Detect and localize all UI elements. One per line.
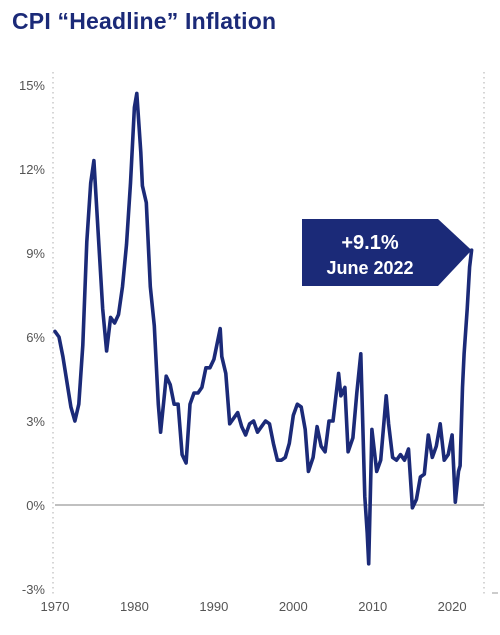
x-tick-label: 1990 <box>199 599 228 614</box>
y-tick-label: 6% <box>26 330 45 345</box>
callout-layer: +9.1% June 2022 <box>302 219 472 286</box>
x-tick-label: 2010 <box>358 599 387 614</box>
y-tick-label: 12% <box>19 162 45 177</box>
y-tick-label: -3% <box>22 582 46 597</box>
y-axis-ticks: 15% 12% 9% 6% 3% 0% -3% <box>19 78 45 597</box>
cpi-line <box>53 91 474 566</box>
y-tick-label: 3% <box>26 414 45 429</box>
x-tick-label: 1970 <box>41 599 70 614</box>
callout-date: June 2022 <box>326 258 413 278</box>
plot-frame <box>52 72 498 597</box>
y-tick-label: 0% <box>26 498 45 513</box>
chart-title: CPI “Headline” Inflation <box>12 8 277 34</box>
series-layer <box>53 91 474 566</box>
x-tick-label: 2020 <box>438 599 467 614</box>
x-axis-ticks: 1970 1980 1990 2000 2010 2020 <box>41 599 467 614</box>
callout-box <box>302 219 472 286</box>
x-tick-label: 2000 <box>279 599 308 614</box>
x-tick-label: 1980 <box>120 599 149 614</box>
callout-value: +9.1% <box>341 232 398 254</box>
y-tick-label: 15% <box>19 78 45 93</box>
y-tick-label: 9% <box>26 246 45 261</box>
